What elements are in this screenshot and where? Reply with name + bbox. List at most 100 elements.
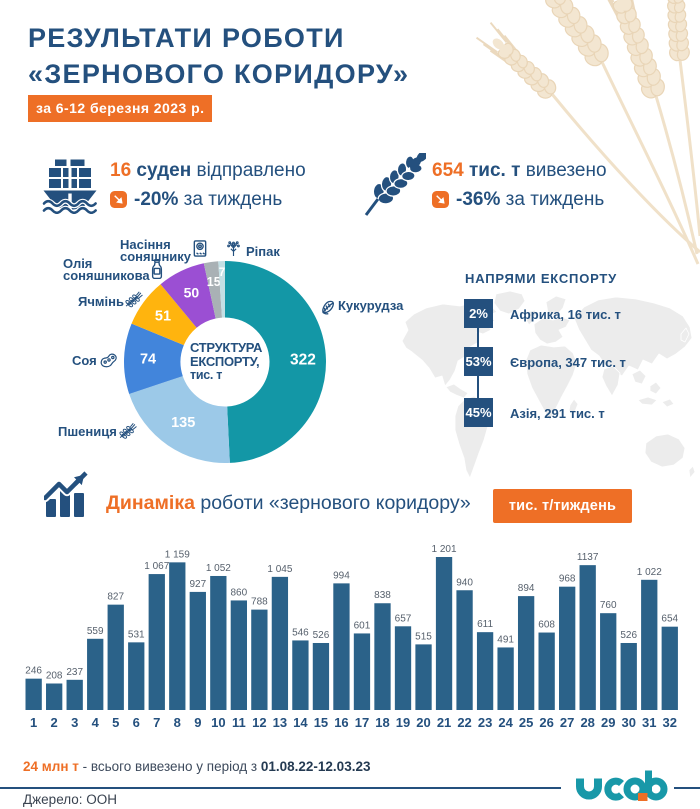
bar-7: [148, 574, 165, 710]
donut-segment-5: [203, 261, 223, 319]
growth-chart-icon: [44, 471, 88, 517]
donut-center-line3: тис. т: [190, 368, 223, 382]
bar-22: [456, 590, 473, 710]
bar-value-16: 994: [333, 570, 350, 581]
donut-value-3: 51: [155, 308, 171, 324]
bar-axis-label-26: 26: [539, 715, 553, 730]
bar-5: [107, 604, 124, 710]
stat-ships-unit: суден: [136, 160, 192, 181]
stat-tons: 654 тис. т вивезено -36% за тиждень: [432, 156, 607, 214]
bar-axis-label-32: 32: [663, 715, 677, 730]
bar-17: [353, 633, 371, 710]
bar-26: [538, 632, 555, 710]
bar-axis-label-6: 6: [133, 715, 140, 730]
bar-value-13: 1 045: [267, 564, 292, 575]
bar-value-8: 1 159: [165, 549, 190, 560]
world-map: [401, 290, 696, 479]
bar-23: [476, 632, 494, 710]
bar-axis-label-18: 18: [375, 715, 389, 730]
bar-31: [641, 579, 658, 710]
stat-tons-line1: 654 тис. т вивезено: [432, 156, 607, 185]
dynamics-title: Динаміка роботи «зернового коридору»: [106, 492, 471, 515]
bar-axis-label-8: 8: [174, 715, 181, 730]
soybean-icon: [100, 353, 117, 368]
donut-label-corn: Кукурудза: [338, 298, 404, 313]
bar-axis-label-30: 30: [621, 715, 635, 730]
donut-label-barley: Ячмінь: [78, 294, 124, 309]
direction-percent-africa: 2%: [464, 299, 493, 328]
date-badge: за 6-12 березня 2023 р.: [28, 95, 213, 122]
donut-label-wheat: Пшениця: [58, 424, 117, 439]
bar-axis-label-2: 2: [51, 715, 58, 730]
bar-axis-label-21: 21: [437, 715, 451, 730]
stat-ships-change: -20%: [134, 189, 179, 210]
bar-axis-label-29: 29: [601, 715, 615, 730]
bar-value-21: 1 201: [432, 544, 457, 555]
bar-axis-label-5: 5: [112, 715, 119, 730]
bar-value-14: 546: [292, 627, 309, 638]
total-text: - всього вивезено у період з: [78, 759, 261, 774]
bar-value-10: 1 052: [206, 563, 231, 574]
dynamics-title-rest: роботи «зернового коридору»: [194, 492, 471, 514]
stat-ships: 16 суден відправлено -20% за тиждень: [110, 156, 306, 214]
bar-1: [25, 678, 42, 710]
page-title-line2: «ЗЕРНОВОГО КОРИДОРУ»: [28, 59, 410, 89]
bar-axis-label-14: 14: [293, 715, 308, 730]
bar-25: [517, 596, 535, 710]
donut-center-label: СТРУКТУРА ЕКСПОРТУ, тис. т: [190, 341, 286, 383]
ship-icon: [42, 159, 98, 214]
bar-value-9: 927: [189, 579, 206, 590]
bar-12: [251, 609, 268, 710]
unit-badge: тис. т/тиждень: [493, 489, 632, 523]
bar-29: [600, 613, 617, 710]
donut-label-rape: Ріпак: [246, 244, 280, 259]
donut-value-0: 322: [290, 352, 316, 369]
bar-axis-label-12: 12: [252, 715, 266, 730]
bar-21: [435, 557, 453, 710]
direction-label-asia: Азія, 291 тис. т: [510, 406, 605, 421]
bar-axis-label-17: 17: [355, 715, 369, 730]
bar-27: [559, 586, 576, 710]
bar-11: [230, 600, 247, 710]
grain-ear-icon: [364, 153, 426, 216]
donut-segment-4: [160, 263, 216, 328]
donut-center-line2: ЕКСПОРТУ,: [190, 353, 260, 369]
bar-axis-label-31: 31: [642, 715, 656, 730]
bar-28: [579, 565, 596, 710]
bar-24: [497, 647, 514, 710]
direction-percent-asia: 45%: [464, 398, 493, 427]
bar-value-28: 1137: [577, 552, 599, 563]
bar-value-6: 531: [128, 629, 145, 640]
bar-axis-label-20: 20: [416, 715, 430, 730]
bar-value-22: 940: [456, 577, 473, 588]
bar-axis-label-25: 25: [519, 715, 533, 730]
bar-19: [394, 626, 412, 710]
wheat-decoration: [475, 0, 700, 265]
barley-ear-icon: [125, 291, 143, 308]
donut-segment-0: [225, 261, 327, 463]
donut-value-1: 135: [171, 415, 195, 431]
seed-pack-icon: [193, 240, 207, 257]
stat-ships-period: за тиждень: [183, 189, 283, 210]
bar-axis-label-3: 3: [71, 715, 78, 730]
bar-value-25: 894: [518, 583, 535, 594]
stat-tons-line2: -36% за тиждень: [432, 185, 607, 214]
footer-rule-right: [674, 787, 700, 789]
bar-value-5: 827: [107, 592, 124, 603]
bar-20: [415, 644, 432, 710]
bar-value-3: 237: [66, 667, 83, 678]
donut-label-seeds: Насіння соняшнику: [120, 237, 192, 264]
corn-icon: [322, 300, 334, 315]
bar-axis-label-13: 13: [273, 715, 287, 730]
stat-ships-line1: 16 суден відправлено: [110, 156, 306, 185]
donut-value-4: 50: [184, 285, 200, 301]
page-title-line1: РЕЗУЛЬТАТИ РОБОТИ: [28, 23, 345, 53]
dynamics-title-highlight: Динаміка: [106, 492, 195, 514]
bar-value-15: 526: [313, 630, 330, 641]
donut-value-5: 15: [207, 275, 221, 289]
bar-value-32: 654: [661, 614, 678, 625]
stat-tons-change: -36%: [456, 189, 501, 210]
bar-axis-label-9: 9: [194, 715, 201, 730]
bar-value-2: 208: [46, 671, 63, 682]
bar-value-1: 246: [25, 666, 42, 677]
